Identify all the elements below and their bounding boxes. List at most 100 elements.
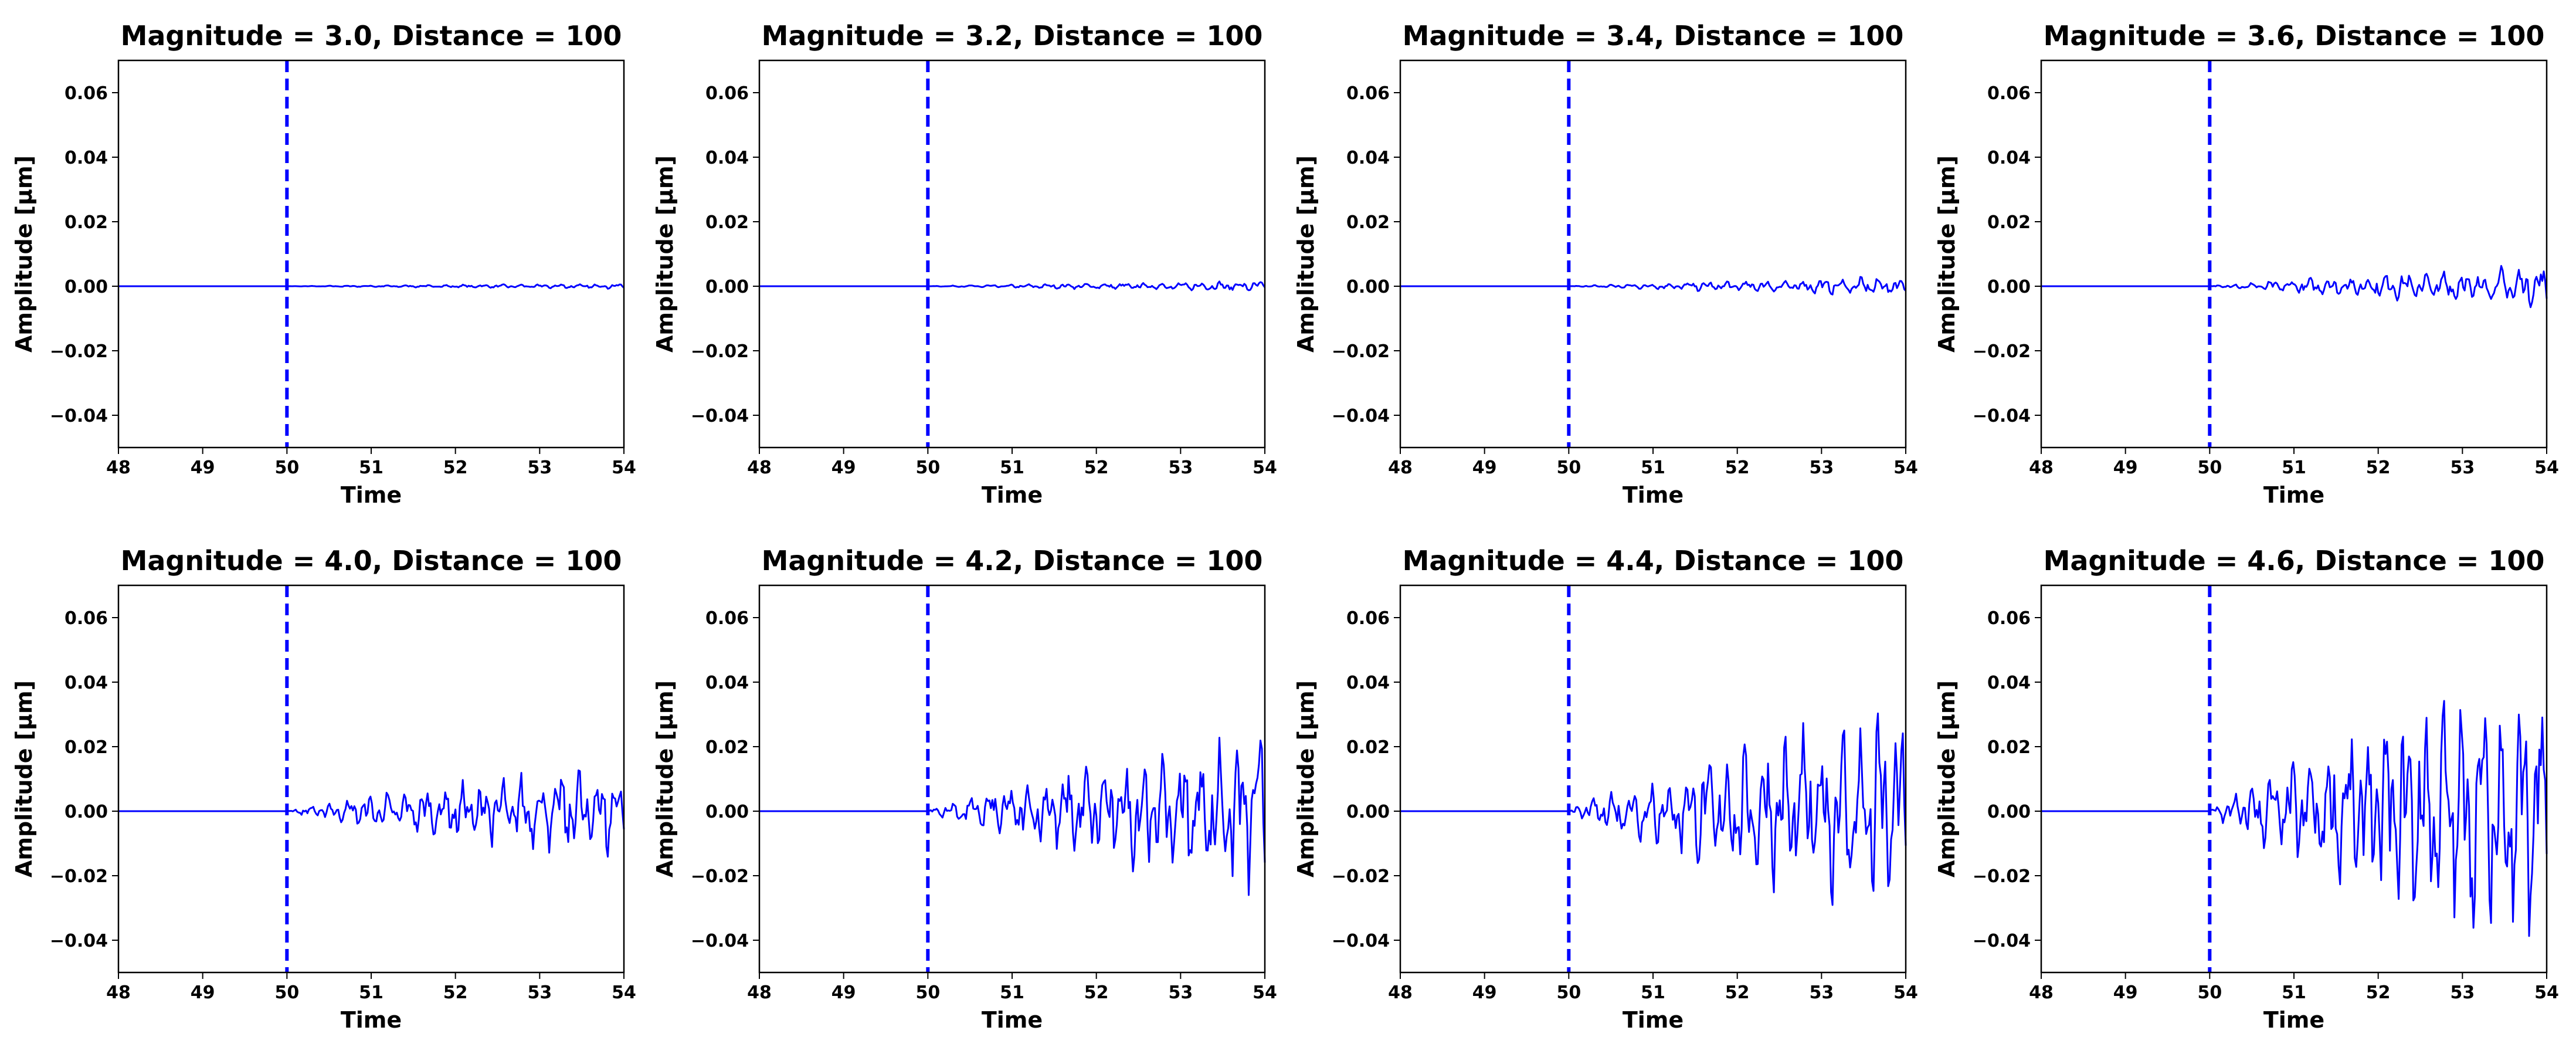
x-tick-label: 54 xyxy=(1253,982,1277,1003)
y-tick-label: 0.00 xyxy=(65,802,108,822)
x-tick-label: 52 xyxy=(1084,457,1109,478)
x-tick-label: 50 xyxy=(274,982,299,1003)
x-tick-label: 50 xyxy=(274,457,299,478)
x-tick-label: 51 xyxy=(359,982,383,1003)
x-tick-label: 51 xyxy=(1641,457,1665,478)
subplot-6: Magnitude = 4.2, Distance = 100 48 49 50 51 5… xyxy=(652,545,1277,1033)
subplot-title: Magnitude = 3.2, Distance = 100 xyxy=(762,20,1263,52)
y-tick-label: −0.02 xyxy=(1973,866,2031,887)
axes-frame xyxy=(1399,59,1907,449)
y-tick-label: −0.02 xyxy=(50,866,108,887)
y-tick-label: 0.02 xyxy=(705,212,749,233)
x-tick-label: 50 xyxy=(915,457,940,478)
waveform-line xyxy=(1400,712,1907,906)
x-axis-label: Time xyxy=(2263,482,2324,508)
y-tick-label: 0.04 xyxy=(1987,148,2031,168)
x-tick-label: 51 xyxy=(2282,982,2306,1003)
y-tick-label: 0.04 xyxy=(65,673,108,693)
subplot-1: Magnitude = 3.0, Distance = 100 48 49 50 51 5… xyxy=(11,20,636,508)
x-tick-label: 53 xyxy=(1809,457,1834,478)
x-tick-label: 52 xyxy=(443,982,468,1003)
y-axis-label: Amplitude [μm] xyxy=(1934,155,1960,353)
x-tick-label: 48 xyxy=(747,982,772,1003)
axes-frame xyxy=(1399,584,1907,974)
x-tick-label: 53 xyxy=(1809,982,1834,1003)
x-tick-label: 49 xyxy=(191,982,215,1003)
y-tick-label: 0.06 xyxy=(1987,83,2031,104)
x-axis-label: Time xyxy=(341,1007,402,1033)
x-tick-label: 48 xyxy=(747,457,772,478)
y-tick-label: 0.02 xyxy=(65,212,108,233)
x-tick-label: 54 xyxy=(612,982,636,1003)
y-tick-label: −0.04 xyxy=(1332,406,1390,426)
waveform-line xyxy=(118,283,625,290)
x-tick-label: 49 xyxy=(831,982,856,1003)
x-tick-label: 52 xyxy=(2366,457,2391,478)
y-tick-label: 0.00 xyxy=(705,802,749,822)
y-axis-label: Amplitude [μm] xyxy=(652,680,678,877)
x-tick-label: 54 xyxy=(612,457,636,478)
x-tick-label: 53 xyxy=(2450,982,2475,1003)
y-tick-label: 0.00 xyxy=(1987,802,2031,822)
x-tick-label: 51 xyxy=(1641,982,1665,1003)
x-tick-label: 49 xyxy=(831,457,856,478)
x-tick-label: 52 xyxy=(443,457,468,478)
axes-frame xyxy=(758,584,1266,974)
y-tick-label: 0.02 xyxy=(1987,737,2031,758)
x-tick-label: 53 xyxy=(527,982,552,1003)
axes-frame xyxy=(758,59,1266,449)
y-tick-label: 0.06 xyxy=(1987,608,2031,629)
x-tick-label: 54 xyxy=(1253,457,1277,478)
y-tick-label: −0.04 xyxy=(1973,406,2031,426)
x-tick-label: 54 xyxy=(1893,982,1918,1003)
x-tick-label: 53 xyxy=(527,457,552,478)
x-tick-label: 49 xyxy=(1472,982,1497,1003)
subplot-title: Magnitude = 3.4, Distance = 100 xyxy=(1403,20,1904,52)
waveform-line xyxy=(2041,265,2548,309)
y-tick-label: 0.02 xyxy=(1346,737,1390,758)
y-tick-label: 0.02 xyxy=(705,737,749,758)
y-tick-label: 0.06 xyxy=(705,608,749,629)
x-tick-label: 48 xyxy=(106,982,131,1003)
y-tick-label: 0.02 xyxy=(1987,212,2031,233)
x-axis-label: Time xyxy=(1623,1007,1684,1033)
subplot-title: Magnitude = 4.2, Distance = 100 xyxy=(762,545,1263,577)
y-tick-label: −0.04 xyxy=(691,931,749,951)
y-tick-label: 0.06 xyxy=(65,608,108,629)
x-tick-label: 49 xyxy=(2113,982,2138,1003)
y-axis-label: Amplitude [μm] xyxy=(1293,680,1319,877)
y-tick-label: 0.06 xyxy=(705,83,749,104)
x-axis-label: Time xyxy=(982,482,1043,508)
axes-frame xyxy=(2040,59,2548,449)
x-tick-label: 48 xyxy=(1388,982,1413,1003)
subplot-title: Magnitude = 4.6, Distance = 100 xyxy=(2044,545,2545,577)
x-tick-label: 50 xyxy=(1556,982,1581,1003)
y-tick-label: 0.00 xyxy=(1987,277,2031,297)
x-tick-label: 50 xyxy=(915,982,940,1003)
subplot-8: Magnitude = 4.6, Distance = 100 48 49 50 51 5… xyxy=(1934,545,2559,1033)
x-tick-label: 54 xyxy=(1893,457,1918,478)
subplot-title: Magnitude = 4.4, Distance = 100 xyxy=(1403,545,1904,577)
y-tick-label: 0.04 xyxy=(1987,673,2031,693)
y-tick-label: 0.04 xyxy=(1346,148,1390,168)
axes-frame xyxy=(2040,584,2548,974)
waveform-line xyxy=(1400,276,1907,296)
x-tick-label: 49 xyxy=(2113,457,2138,478)
x-tick-label: 51 xyxy=(1000,982,1024,1003)
y-tick-label: 0.04 xyxy=(1346,673,1390,693)
x-axis-label: Time xyxy=(982,1007,1043,1033)
y-tick-label: −0.02 xyxy=(1332,341,1390,362)
y-tick-label: 0.00 xyxy=(1346,277,1390,297)
y-tick-label: 0.04 xyxy=(705,673,749,693)
x-axis-label: Time xyxy=(2263,1007,2324,1033)
y-tick-label: −0.04 xyxy=(691,406,749,426)
axes-frame xyxy=(117,584,625,974)
y-tick-label: 0.06 xyxy=(1346,608,1390,629)
y-tick-label: −0.02 xyxy=(691,866,749,887)
y-tick-label: −0.02 xyxy=(691,341,749,362)
x-tick-label: 52 xyxy=(1725,982,1750,1003)
x-tick-label: 51 xyxy=(1000,457,1024,478)
x-tick-label: 48 xyxy=(106,457,131,478)
waveform-line xyxy=(759,280,1266,292)
x-tick-label: 50 xyxy=(1556,457,1581,478)
